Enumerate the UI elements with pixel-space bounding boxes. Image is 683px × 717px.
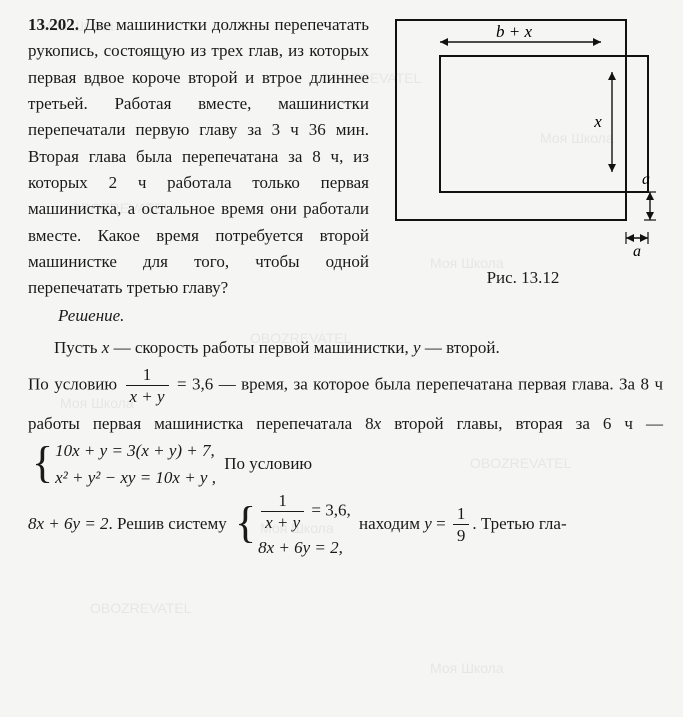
system-1: { 10x + y = 3(x + y) + 7, x² + y² − xy =… — [32, 440, 216, 490]
answer-fraction: 19 — [453, 503, 470, 547]
solution-label: Решение. — [58, 306, 663, 326]
let-prefix: Пусть — [54, 338, 102, 357]
sys2-line2: 8x + 6y = 2, — [258, 537, 351, 560]
let-mid: — скорость работы первой машинистки, — [109, 338, 413, 357]
label-a-right: a — [642, 171, 650, 188]
watermark: Моя Школа — [430, 660, 504, 676]
eq2-lhs: 8x + 6y = 2 — [28, 514, 109, 533]
var-y2: y — [424, 514, 432, 533]
figure-caption: Рис. 13.12 — [487, 268, 560, 288]
find-prefix: находим — [355, 514, 425, 533]
label-a-bottom: a — [633, 243, 641, 260]
system-2: { 1x + y = 3,6, 8x + 6y = 2, — [235, 490, 351, 560]
solve-prefix: . Решив систему — [109, 514, 231, 533]
eq1-rhs: = 3,6 — [172, 375, 214, 394]
cond-prefix: По условию — [28, 375, 123, 394]
cond-mid2: второй главы, вторая за 6 ч — — [381, 414, 663, 433]
sys1-line2: x² + y² − xy = 10x + y , — [55, 467, 216, 490]
watermark: OBOZREVATEL — [90, 600, 191, 616]
after-sys1: По условию — [220, 454, 312, 473]
problem-number: 13.202. — [28, 15, 79, 34]
tail: . Третью гла- — [472, 514, 566, 533]
var-y: y — [413, 338, 421, 357]
sys1-line1: 10x + y = 3(x + y) + 7, — [55, 440, 216, 463]
sys2-line1: 1x + y = 3,6, — [258, 490, 351, 534]
problem-text: 13.202. Две машинистки должны перепечата… — [28, 12, 369, 302]
let-end: — второй. — [421, 338, 500, 357]
label-bx: b + x — [496, 22, 532, 41]
label-x: x — [593, 112, 602, 131]
solution-body: Пусть x — скорость работы первой машинис… — [28, 332, 663, 560]
figure-diagram: b + x x a a — [388, 12, 658, 262]
fraction-1: 1x + y — [126, 364, 169, 408]
problem-body: Две машинистки должны перепечатать рукоп… — [28, 15, 369, 297]
